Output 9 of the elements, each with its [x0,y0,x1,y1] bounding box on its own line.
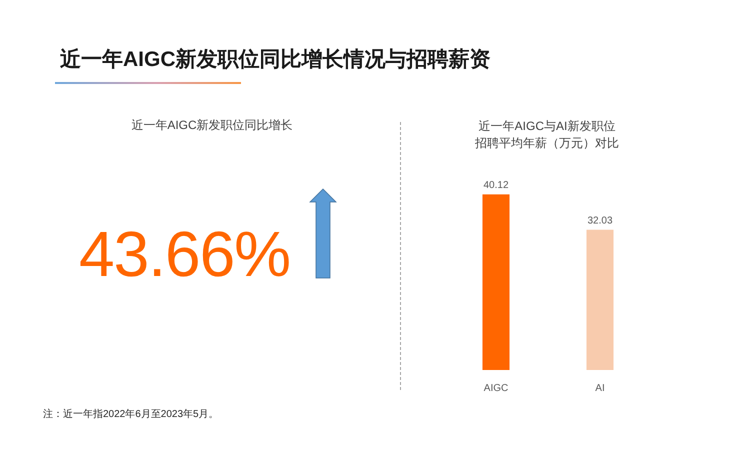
data-label: 32.03 [587,216,613,227]
text: 43.66% [79,218,290,290]
chart-title: 近一年AIGC与AI新发职位招聘平均年薪（万元）对比 [474,118,620,152]
text: 注：近一年指2022年6月至2023年5月。 [43,408,219,421]
text: 近一年AIGC新发职位同比增长情况与招聘薪资 [60,47,490,72]
data-label: 40.12 [483,180,509,192]
text: 近一年AIGC新发职位同比增长 [131,118,293,133]
x-tick-label: AI [595,382,605,394]
x-tick-label: AIGC [484,382,508,394]
